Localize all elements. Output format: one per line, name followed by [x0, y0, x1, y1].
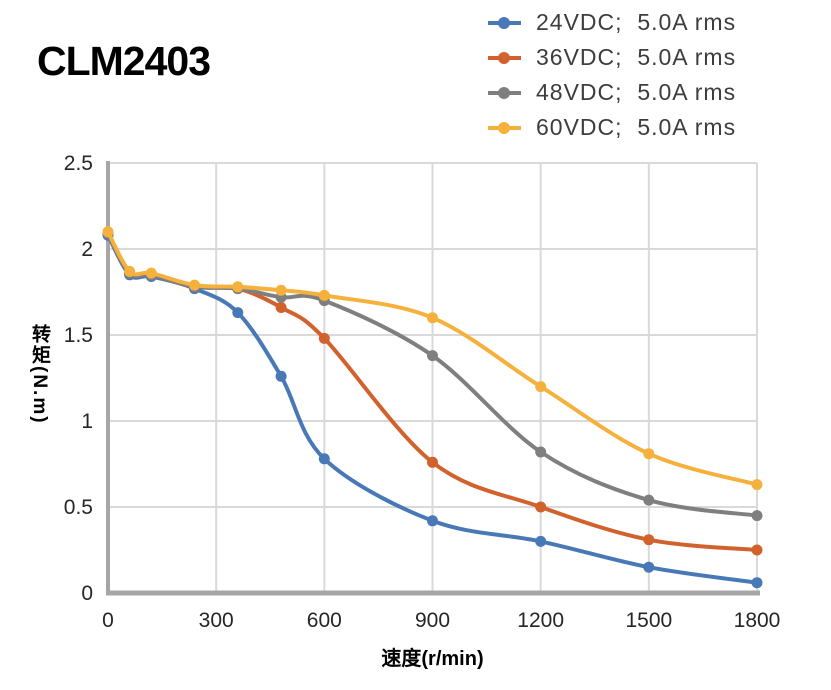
data-point-60vdc: [145, 267, 157, 279]
legend-label-48vdc: 48VDC; 5.0A rms: [536, 79, 737, 105]
data-point-36vdc: [275, 302, 287, 313]
data-point-24vdc: [535, 535, 547, 547]
data-point-60vdc: [427, 312, 438, 324]
data-point-60vdc: [102, 226, 114, 238]
legend-label-24vdc: 24VDC; 5.0A rms: [536, 9, 737, 35]
data-point-60vdc: [535, 381, 547, 393]
x-tick-label: 1500: [625, 609, 672, 632]
data-point-36vdc: [427, 456, 438, 468]
legend-label-36vdc: 36VDC; 5.0A rms: [536, 44, 737, 70]
chart-title: CLM2403: [37, 38, 211, 84]
y-tick-label: 0: [81, 582, 93, 605]
data-point-60vdc: [751, 479, 763, 491]
data-point-24vdc: [275, 370, 287, 382]
y-tick-label: 2: [81, 238, 93, 261]
x-tick-label: 1200: [517, 609, 564, 632]
y-tick-label: 0.5: [64, 496, 93, 519]
legend-label-60vdc: 60VDC; 5.0A rms: [536, 114, 737, 140]
x-tick-label: 300: [199, 609, 234, 632]
y-tick-label: 2.5: [64, 152, 93, 175]
legend-item-60vdc: 60VDC; 5.0A rms: [486, 112, 736, 143]
legend: 24VDC; 5.0A rms 36VDC; 5.0A rms 48VDC; 5…: [486, 7, 736, 143]
data-point-48vdc: [751, 510, 763, 522]
x-tick-label: 0: [102, 609, 114, 632]
data-point-36vdc: [751, 544, 763, 556]
x-tick-label: 600: [307, 609, 342, 632]
legend-item-36vdc: 36VDC; 5.0A rms: [486, 42, 736, 73]
data-point-60vdc: [189, 279, 200, 291]
data-point-60vdc: [232, 281, 244, 293]
data-point-24vdc: [318, 453, 330, 465]
y-axis-label: 转矩(N.m): [29, 324, 50, 425]
y-tick-label: 1.5: [64, 324, 93, 347]
data-point-48vdc: [535, 446, 547, 458]
data-point-24vdc: [643, 561, 655, 573]
data-point-48vdc: [643, 494, 655, 506]
data-point-60vdc: [643, 448, 655, 460]
data-point-24vdc: [232, 307, 244, 319]
legend-line-dot-icon: [488, 121, 521, 134]
data-point-60vdc: [124, 265, 136, 277]
legend-item-48vdc: 48VDC; 5.0A rms: [486, 77, 736, 108]
legend-line-dot-icon: [488, 86, 521, 99]
legend-item-24vdc: 24VDC; 5.0A rms: [486, 7, 736, 38]
y-tick-label: 1: [81, 410, 93, 433]
data-point-48vdc: [427, 350, 438, 362]
data-point-60vdc: [275, 284, 287, 296]
data-point-60vdc: [318, 289, 330, 301]
legend-line-dot-icon: [488, 16, 521, 29]
data-point-24vdc: [751, 577, 763, 589]
x-tick-label: 900: [415, 609, 450, 632]
legend-line-dot-icon: [488, 51, 521, 64]
data-point-36vdc: [535, 501, 547, 513]
data-point-24vdc: [427, 515, 438, 527]
data-point-36vdc: [318, 332, 330, 344]
data-point-36vdc: [643, 534, 655, 546]
x-axis-label: 速度(r/min): [381, 648, 484, 670]
x-tick-label: 1800: [734, 609, 781, 632]
